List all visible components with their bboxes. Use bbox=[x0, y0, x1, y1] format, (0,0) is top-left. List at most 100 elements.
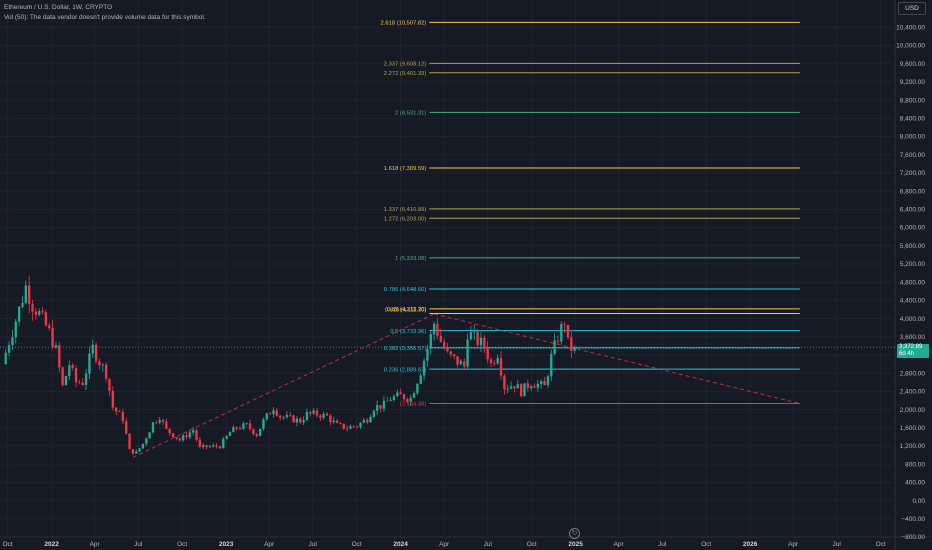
price-tick-label: 2,400.00 bbox=[900, 389, 926, 396]
candle-body bbox=[68, 365, 71, 377]
candle-body bbox=[34, 311, 38, 315]
time-tick-label: Jul bbox=[484, 541, 493, 548]
candle-body bbox=[556, 340, 560, 342]
time-tick-label: Apr bbox=[439, 541, 450, 548]
time-tick-label: Jul bbox=[658, 541, 667, 548]
candle-body bbox=[118, 411, 121, 413]
candle-body bbox=[429, 334, 432, 349]
time-axis[interactable]: Oct 2022 Apr Jul Oct 2023 Apr Jul Oct 2024 Apr Jul O… bbox=[3, 541, 886, 548]
candle-body bbox=[379, 405, 382, 409]
candle-body bbox=[272, 410, 275, 415]
candle-body bbox=[7, 344, 11, 353]
candle-body bbox=[54, 345, 58, 348]
price-tick-label: 5,600.00 bbox=[900, 243, 926, 250]
candle-body bbox=[335, 420, 339, 424]
price-tick-label: 0.00 bbox=[912, 498, 925, 505]
candle-body bbox=[125, 421, 128, 434]
time-tick-label: 2025 bbox=[568, 541, 583, 548]
bar-countdown: 6d 4h bbox=[899, 351, 915, 357]
candle-body bbox=[275, 410, 278, 416]
candle-body bbox=[563, 324, 566, 326]
fib-level-label: 0.382 (3,356.57) bbox=[384, 346, 427, 352]
candle-body bbox=[322, 413, 325, 418]
candle-body bbox=[493, 362, 496, 364]
candle-body bbox=[141, 443, 145, 449]
candle-body bbox=[235, 427, 238, 429]
fib-level-label: 2 (8,531.31) bbox=[395, 111, 426, 117]
candle-body bbox=[242, 423, 245, 429]
time-tick-label: Apr bbox=[614, 541, 625, 548]
candle-body bbox=[503, 375, 506, 390]
candle-body bbox=[24, 285, 27, 303]
price-axis[interactable]: −800.00 −400.00 0.00 400.00 800.00 1,200.00 1,… bbox=[896, 25, 925, 542]
candle-body bbox=[255, 434, 258, 437]
candle-body bbox=[299, 418, 302, 423]
candle-body bbox=[191, 430, 195, 433]
candle-body bbox=[442, 341, 446, 349]
candle-body bbox=[479, 337, 483, 346]
candle-body bbox=[161, 420, 165, 422]
candle-body bbox=[171, 433, 175, 438]
fib-level-label: 2.618 (10,507.82) bbox=[381, 21, 427, 27]
candle-body bbox=[265, 413, 268, 420]
currency-button[interactable]: USD bbox=[898, 2, 926, 15]
candle-body bbox=[121, 411, 125, 422]
candle-body bbox=[349, 426, 352, 429]
fib-level-label: 0.5 (3,733.96) bbox=[390, 329, 426, 335]
candle-body bbox=[245, 423, 248, 425]
candle-body bbox=[453, 354, 456, 357]
candle-body bbox=[285, 415, 289, 418]
price-tick-label: 6,400.00 bbox=[900, 207, 926, 214]
price-tick-label: 6,000.00 bbox=[900, 225, 926, 232]
candle-body bbox=[74, 367, 78, 383]
candle-body bbox=[252, 429, 255, 435]
candle-body bbox=[519, 384, 523, 397]
candle-body bbox=[406, 399, 409, 402]
candle-body bbox=[168, 428, 171, 434]
candle-body bbox=[412, 393, 416, 398]
price-tick-label: 8,400.00 bbox=[900, 116, 926, 123]
candle-body bbox=[553, 340, 556, 354]
candle-body bbox=[81, 382, 84, 386]
candle-body bbox=[473, 331, 476, 333]
candle-body bbox=[570, 337, 573, 351]
candle-body bbox=[325, 413, 329, 416]
candle-body bbox=[11, 337, 14, 345]
candle-body bbox=[202, 445, 205, 447]
candle-body bbox=[64, 376, 68, 386]
time-tick-label: Oct bbox=[177, 541, 187, 548]
candle-body bbox=[31, 304, 34, 312]
candle-body bbox=[566, 324, 570, 338]
time-tick-label: Apr bbox=[264, 541, 275, 548]
candle-body bbox=[529, 386, 533, 389]
candle-body bbox=[439, 335, 442, 342]
candle-body bbox=[51, 328, 54, 348]
fib-level-label: 2.272 (9,401.33) bbox=[384, 71, 427, 77]
candle-body bbox=[128, 433, 131, 450]
candle-body bbox=[278, 415, 282, 418]
candle-body bbox=[342, 423, 345, 429]
price-tick-label: 8,000.00 bbox=[900, 134, 926, 141]
candle-body bbox=[198, 439, 202, 447]
candle-body bbox=[205, 445, 208, 448]
symbol-title[interactable]: Ethereum / U.S. Dollar, 1W, CRYPTO bbox=[4, 4, 113, 11]
candle-body bbox=[386, 400, 389, 402]
candle-body bbox=[560, 324, 563, 342]
candle-body bbox=[499, 358, 503, 376]
candle-body bbox=[523, 383, 526, 397]
candle-body bbox=[376, 405, 379, 411]
go-to-realtime-icon[interactable]: ↻ bbox=[569, 528, 580, 539]
candle-body bbox=[185, 435, 188, 438]
candle-body bbox=[4, 352, 7, 365]
candle-body bbox=[78, 382, 81, 384]
candle-body bbox=[573, 347, 576, 351]
candle-body bbox=[513, 386, 516, 389]
price-tick-label: 1,200.00 bbox=[900, 443, 926, 450]
candle-body bbox=[402, 394, 406, 400]
price-tick-label: 2,800.00 bbox=[900, 370, 926, 377]
candle-body bbox=[212, 445, 215, 447]
price-tick-label: 5,200.00 bbox=[900, 261, 926, 268]
candle-body bbox=[533, 386, 536, 388]
candle-body bbox=[329, 415, 332, 423]
